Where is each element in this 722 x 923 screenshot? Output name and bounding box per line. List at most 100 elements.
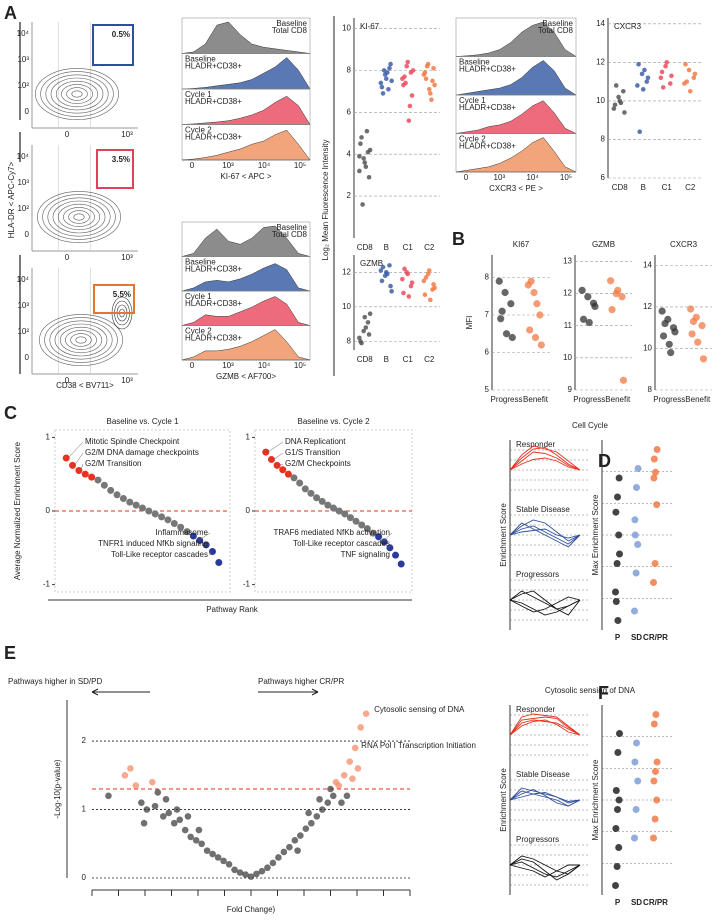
point	[375, 533, 383, 541]
contour	[47, 197, 111, 237]
x-tick-label: C1	[403, 243, 414, 252]
enrichment-curve	[509, 528, 581, 539]
x-tick-label: 10³	[222, 161, 234, 170]
point	[198, 840, 205, 848]
point	[635, 83, 640, 88]
contour	[61, 84, 93, 104]
point	[313, 813, 321, 820]
point	[379, 278, 385, 284]
point	[694, 338, 702, 346]
y-tick-label: 13	[563, 257, 572, 266]
y-axis-label: Max Enrichment Score	[591, 494, 600, 575]
y-tick-label: 2	[82, 736, 87, 745]
histogram-area	[181, 296, 311, 326]
y-axis-label: MFI	[465, 316, 474, 330]
point	[388, 61, 393, 67]
y-tick-label: 1	[46, 432, 51, 441]
point	[614, 806, 621, 813]
y-tick-label: 10	[596, 96, 605, 105]
point	[269, 859, 277, 867]
histogram-area	[181, 263, 311, 292]
leader	[74, 452, 84, 466]
point	[425, 271, 431, 277]
chart-title: KI67	[513, 240, 530, 249]
point	[579, 315, 588, 323]
point	[140, 819, 148, 827]
contour	[42, 194, 116, 240]
panel-letter: D	[598, 451, 611, 471]
y-tick-label: 8	[347, 65, 352, 74]
point	[665, 340, 673, 348]
track-label: Cycle 1	[185, 90, 212, 99]
point	[338, 799, 345, 806]
point	[634, 541, 642, 548]
gate	[96, 149, 134, 189]
flow-y-tick: 10³	[17, 55, 29, 64]
flow-y-tick: 10⁴	[17, 29, 30, 38]
point	[667, 81, 673, 86]
x-tick-label: Progress	[490, 395, 522, 404]
track-label: Baseline	[542, 19, 573, 28]
point	[132, 501, 140, 509]
point	[631, 516, 639, 524]
x-tick-label: Benefit	[523, 395, 549, 404]
x-tick-label: B	[384, 243, 389, 252]
point	[421, 278, 427, 284]
y-tick-label: 12	[563, 289, 572, 298]
track-label: Baseline	[276, 19, 307, 28]
point	[407, 103, 413, 109]
annotation: RNA Pol I Transcription Initiation	[361, 741, 476, 750]
y-axis-label: -Log-10(p-value)	[53, 759, 62, 818]
point	[279, 466, 287, 474]
arrow	[258, 688, 319, 696]
track-label: HLADR+CD38+	[185, 265, 242, 274]
point	[236, 869, 244, 876]
track-label: Baseline	[459, 58, 490, 67]
point	[386, 544, 394, 552]
point	[431, 65, 436, 71]
y-tick-label: 14	[643, 260, 652, 269]
point	[612, 882, 619, 889]
enrichment-curve	[509, 792, 581, 802]
enrichment-curve	[509, 719, 581, 736]
point	[264, 864, 271, 872]
point	[187, 833, 194, 841]
point	[642, 67, 647, 73]
point	[170, 520, 178, 528]
point	[379, 84, 385, 90]
point	[183, 528, 191, 536]
point	[327, 785, 334, 793]
point	[367, 311, 373, 317]
flow-y-tick: 0	[25, 353, 30, 362]
x-tick-label: 10⁴	[526, 173, 539, 182]
flow-y-tick: 10⁴	[17, 275, 30, 284]
contour	[35, 68, 119, 120]
point	[650, 579, 657, 586]
point	[387, 65, 392, 71]
leader	[382, 532, 393, 543]
enrichment-curve	[509, 519, 581, 542]
panel-letter: C	[4, 403, 17, 423]
y-tick-label: 0	[46, 506, 51, 515]
point	[362, 710, 370, 717]
point	[607, 277, 615, 285]
point	[613, 863, 621, 870]
enrichment-curve	[509, 790, 581, 807]
x-tick-label: 0	[190, 161, 195, 170]
point	[537, 341, 545, 349]
point	[165, 809, 173, 817]
point	[661, 319, 669, 328]
point	[357, 153, 362, 159]
point	[614, 617, 622, 624]
point	[614, 749, 622, 756]
contour	[40, 71, 114, 117]
point	[364, 128, 370, 134]
point	[615, 531, 623, 539]
point	[363, 325, 369, 330]
y-tick-label: 10	[342, 302, 351, 311]
point	[139, 504, 146, 512]
point	[424, 63, 430, 69]
point	[644, 79, 650, 84]
point	[614, 493, 621, 501]
flow-y-tick: 10²	[17, 81, 29, 90]
